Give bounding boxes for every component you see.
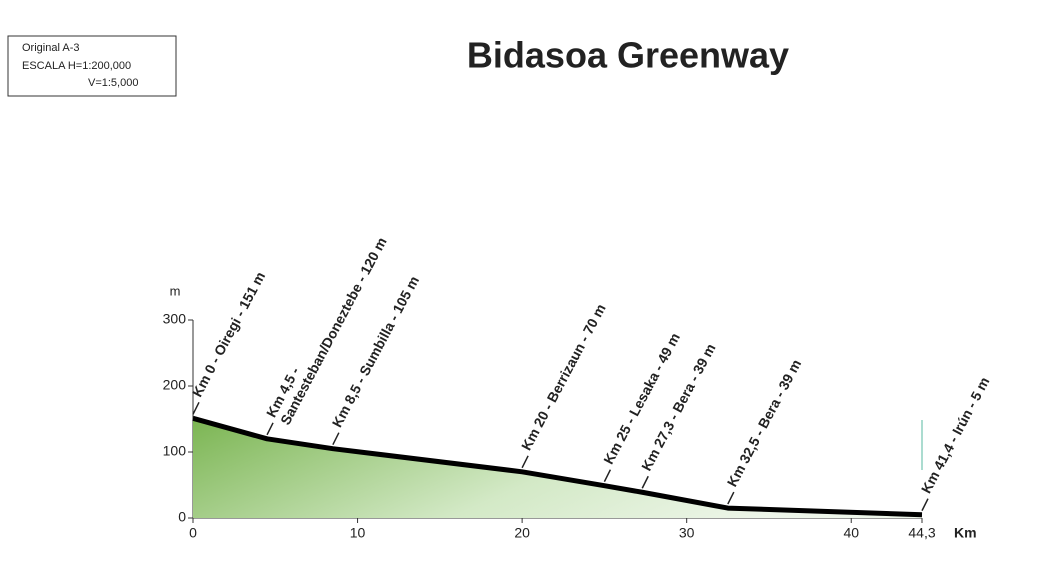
station-label: Km 20 - Berrizaun - 70 m <box>518 301 609 453</box>
station-tick <box>641 475 649 489</box>
station-tick <box>921 498 929 512</box>
station-tick <box>727 491 735 505</box>
profile-line <box>192 415 923 518</box>
y-tick-label: 300 <box>163 311 187 327</box>
area-fill <box>193 418 922 518</box>
scale-text: ESCALA H=1:200,000 <box>22 60 131 72</box>
station-tick <box>603 469 612 482</box>
x-tick-label: 10 <box>350 525 366 541</box>
chart-title: Bidasoa Greenway <box>467 35 789 76</box>
scale-text: Original A-3 <box>22 42 79 54</box>
scale-text: V=1:5,000 <box>88 77 138 89</box>
station-text: Km 25 - Lesaka - 49 m <box>600 330 683 467</box>
station-label: Km 32,5 - Bera - 39 m <box>724 357 805 490</box>
x-axis-label: Km <box>954 525 977 541</box>
station-text: Km 27,3 - Bera - 39 m <box>638 341 719 474</box>
x-tick-label: 30 <box>679 525 695 541</box>
x-tick-label: 40 <box>843 525 859 541</box>
station-tick <box>332 432 340 446</box>
y-tick-label: 200 <box>163 377 187 393</box>
y-axis-label: m <box>170 283 181 298</box>
y-tick-label: 0 <box>178 509 186 525</box>
station-label: Km 0 - Oiregi - 151 m <box>189 269 269 399</box>
station-tick <box>521 455 529 469</box>
station-text: Santesteban/Doneztebe - 120 m <box>277 234 390 427</box>
x-tick-label: 44,3 <box>908 525 935 541</box>
station-text: Km 41,4 - Irún - 5 m <box>918 374 993 496</box>
station-tick <box>266 422 274 436</box>
station-label: Km 4,5 -Santesteban/Doneztebe - 120 m <box>263 234 390 427</box>
station-label: Km 25 - Lesaka - 49 m <box>600 330 683 467</box>
station-label: Km 27,3 - Bera - 39 m <box>638 341 719 474</box>
x-tick-label: 20 <box>514 525 530 541</box>
station-text: Km 0 - Oiregi - 151 m <box>189 269 269 399</box>
station-tick <box>192 402 200 415</box>
scale-box <box>7 35 177 97</box>
station-text: Km 32,5 - Bera - 39 m <box>724 357 805 490</box>
station-text: Km 20 - Berrizaun - 70 m <box>518 301 609 453</box>
x-tick-label: 0 <box>189 525 197 541</box>
y-tick-label: 100 <box>163 443 187 459</box>
station-label: Km 41,4 - Irún - 5 m <box>918 374 993 496</box>
